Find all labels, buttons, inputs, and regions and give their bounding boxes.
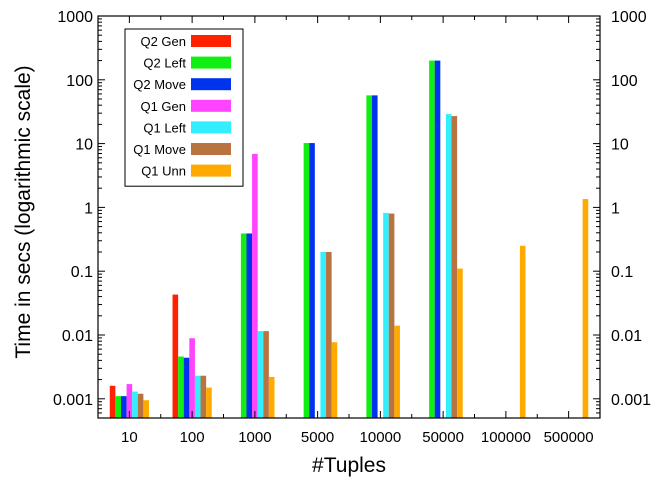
bar-q1-left-1000: [257, 331, 264, 418]
bar-q1-move-100: [200, 375, 207, 418]
legend-swatch: [191, 121, 231, 134]
y-tick-label: 0.01: [62, 328, 93, 345]
x-tick-label: 10000: [360, 429, 402, 446]
bar-q2-left-100: [178, 356, 184, 418]
bars-group: [109, 60, 589, 419]
bar-q1-gen-10: [126, 384, 133, 418]
bar-q2-left-10: [115, 396, 121, 418]
y-tick-labels-right: 0.001 0.01 0.1 1 10 100 1000: [611, 9, 651, 409]
bar-q2-gen-100: [172, 294, 179, 418]
x-axis-label: #Tuples: [312, 454, 386, 477]
y-tick-label: 0.1: [71, 264, 93, 281]
bar-q1-unn-5000: [331, 342, 338, 418]
bar-q2-left-1000: [240, 233, 247, 418]
x-tick-label: 10: [121, 429, 138, 446]
bar-q1-move-1000: [263, 331, 269, 418]
x-tick-label: 100: [180, 429, 205, 446]
y-tick-label-right: 10: [611, 137, 629, 154]
legend-label: Q1 Left: [143, 120, 186, 135]
y-tick-label-right: 0.001: [611, 392, 651, 409]
bar-q2-move-10: [120, 396, 127, 418]
y-tick-label: 1: [84, 200, 93, 217]
legend-label: Q2 Move: [133, 77, 186, 92]
y-tick-label: 0.001: [53, 392, 93, 409]
tick-marks: [97, 16, 601, 419]
bar-q2-gen-10: [109, 385, 116, 418]
y-tick-label-right: 0.1: [611, 264, 633, 281]
legend-label: Q2 Gen: [140, 34, 186, 49]
bar-q2-left-10000: [366, 95, 372, 419]
x-tick-label: 500000: [544, 429, 594, 446]
bar-q1-left-5000: [320, 251, 327, 418]
legend-swatch: [191, 99, 231, 112]
legend-label: Q1 Move: [133, 142, 186, 157]
legend: Q2 Gen Q2 Left Q2 Move Q1 Gen Q1 Left Q1 Move…: [124, 28, 244, 187]
legend-label: Q1 Gen: [140, 99, 186, 114]
y-tick-labels-left: 0.001 0.01 0.1 1 10 100 1000: [53, 9, 93, 409]
x-tick-label: 5000: [301, 429, 334, 446]
bar-q1-left-10: [132, 391, 138, 418]
bar-q2-move-1000: [246, 233, 253, 418]
legend-swatch: [191, 56, 231, 69]
bar-q1-left-10000: [383, 212, 389, 418]
x-tick-labels: 10 100 1000 5000 10000 50000 100000 500000: [121, 429, 594, 446]
y-tick-label-right: 1000: [611, 9, 647, 26]
bar-q2-left-5000: [303, 143, 310, 419]
legend-swatch: [191, 143, 231, 155]
legend-swatch: [191, 78, 231, 91]
bar-q1-left-100: [194, 375, 201, 418]
bar-q1-unn-10: [143, 400, 149, 418]
y-tick-label-right: 1: [611, 200, 620, 217]
bar-q1-unn-50000: [457, 268, 463, 418]
bar-q2-move-50000: [434, 60, 441, 419]
y-tick-label: 1000: [57, 9, 93, 26]
legend-swatch: [191, 35, 231, 47]
bar-q1-unn-100000: [519, 245, 526, 418]
x-tick-label: 1000: [238, 429, 271, 446]
bar-q1-move-10: [137, 393, 144, 418]
bar-q1-unn-100: [206, 387, 212, 418]
legend-label: Q2 Left: [143, 56, 186, 71]
y-axis-label: Time in secs (logarithmic scale): [12, 65, 35, 358]
bar-q1-gen-1000: [252, 153, 258, 418]
legend-swatch: [191, 164, 231, 177]
bar-q2-move-10000: [371, 95, 378, 419]
bar-q2-move-100: [183, 357, 190, 418]
bar-q1-unn-500000: [582, 199, 589, 418]
y-tick-label: 10: [75, 137, 93, 154]
bar-q2-left-50000: [429, 60, 435, 419]
bar-q1-move-50000: [451, 116, 458, 418]
bar-q1-unn-1000: [268, 376, 275, 418]
bar-q1-move-5000: [326, 251, 332, 418]
bar-q1-unn-10000: [394, 325, 400, 418]
bar-q2-move-5000: [309, 143, 315, 419]
y-tick-label-right: 0.01: [611, 328, 642, 345]
y-tick-label-right: 100: [611, 73, 638, 90]
bar-q1-gen-100: [189, 338, 195, 418]
y-tick-label: 100: [66, 73, 93, 90]
x-tick-label: 50000: [422, 429, 464, 446]
x-tick-label: 100000: [481, 429, 531, 446]
bar-q1-left-50000: [445, 114, 452, 418]
bar-q1-move-10000: [388, 213, 395, 418]
legend-label: Q1 Unn: [141, 164, 186, 179]
